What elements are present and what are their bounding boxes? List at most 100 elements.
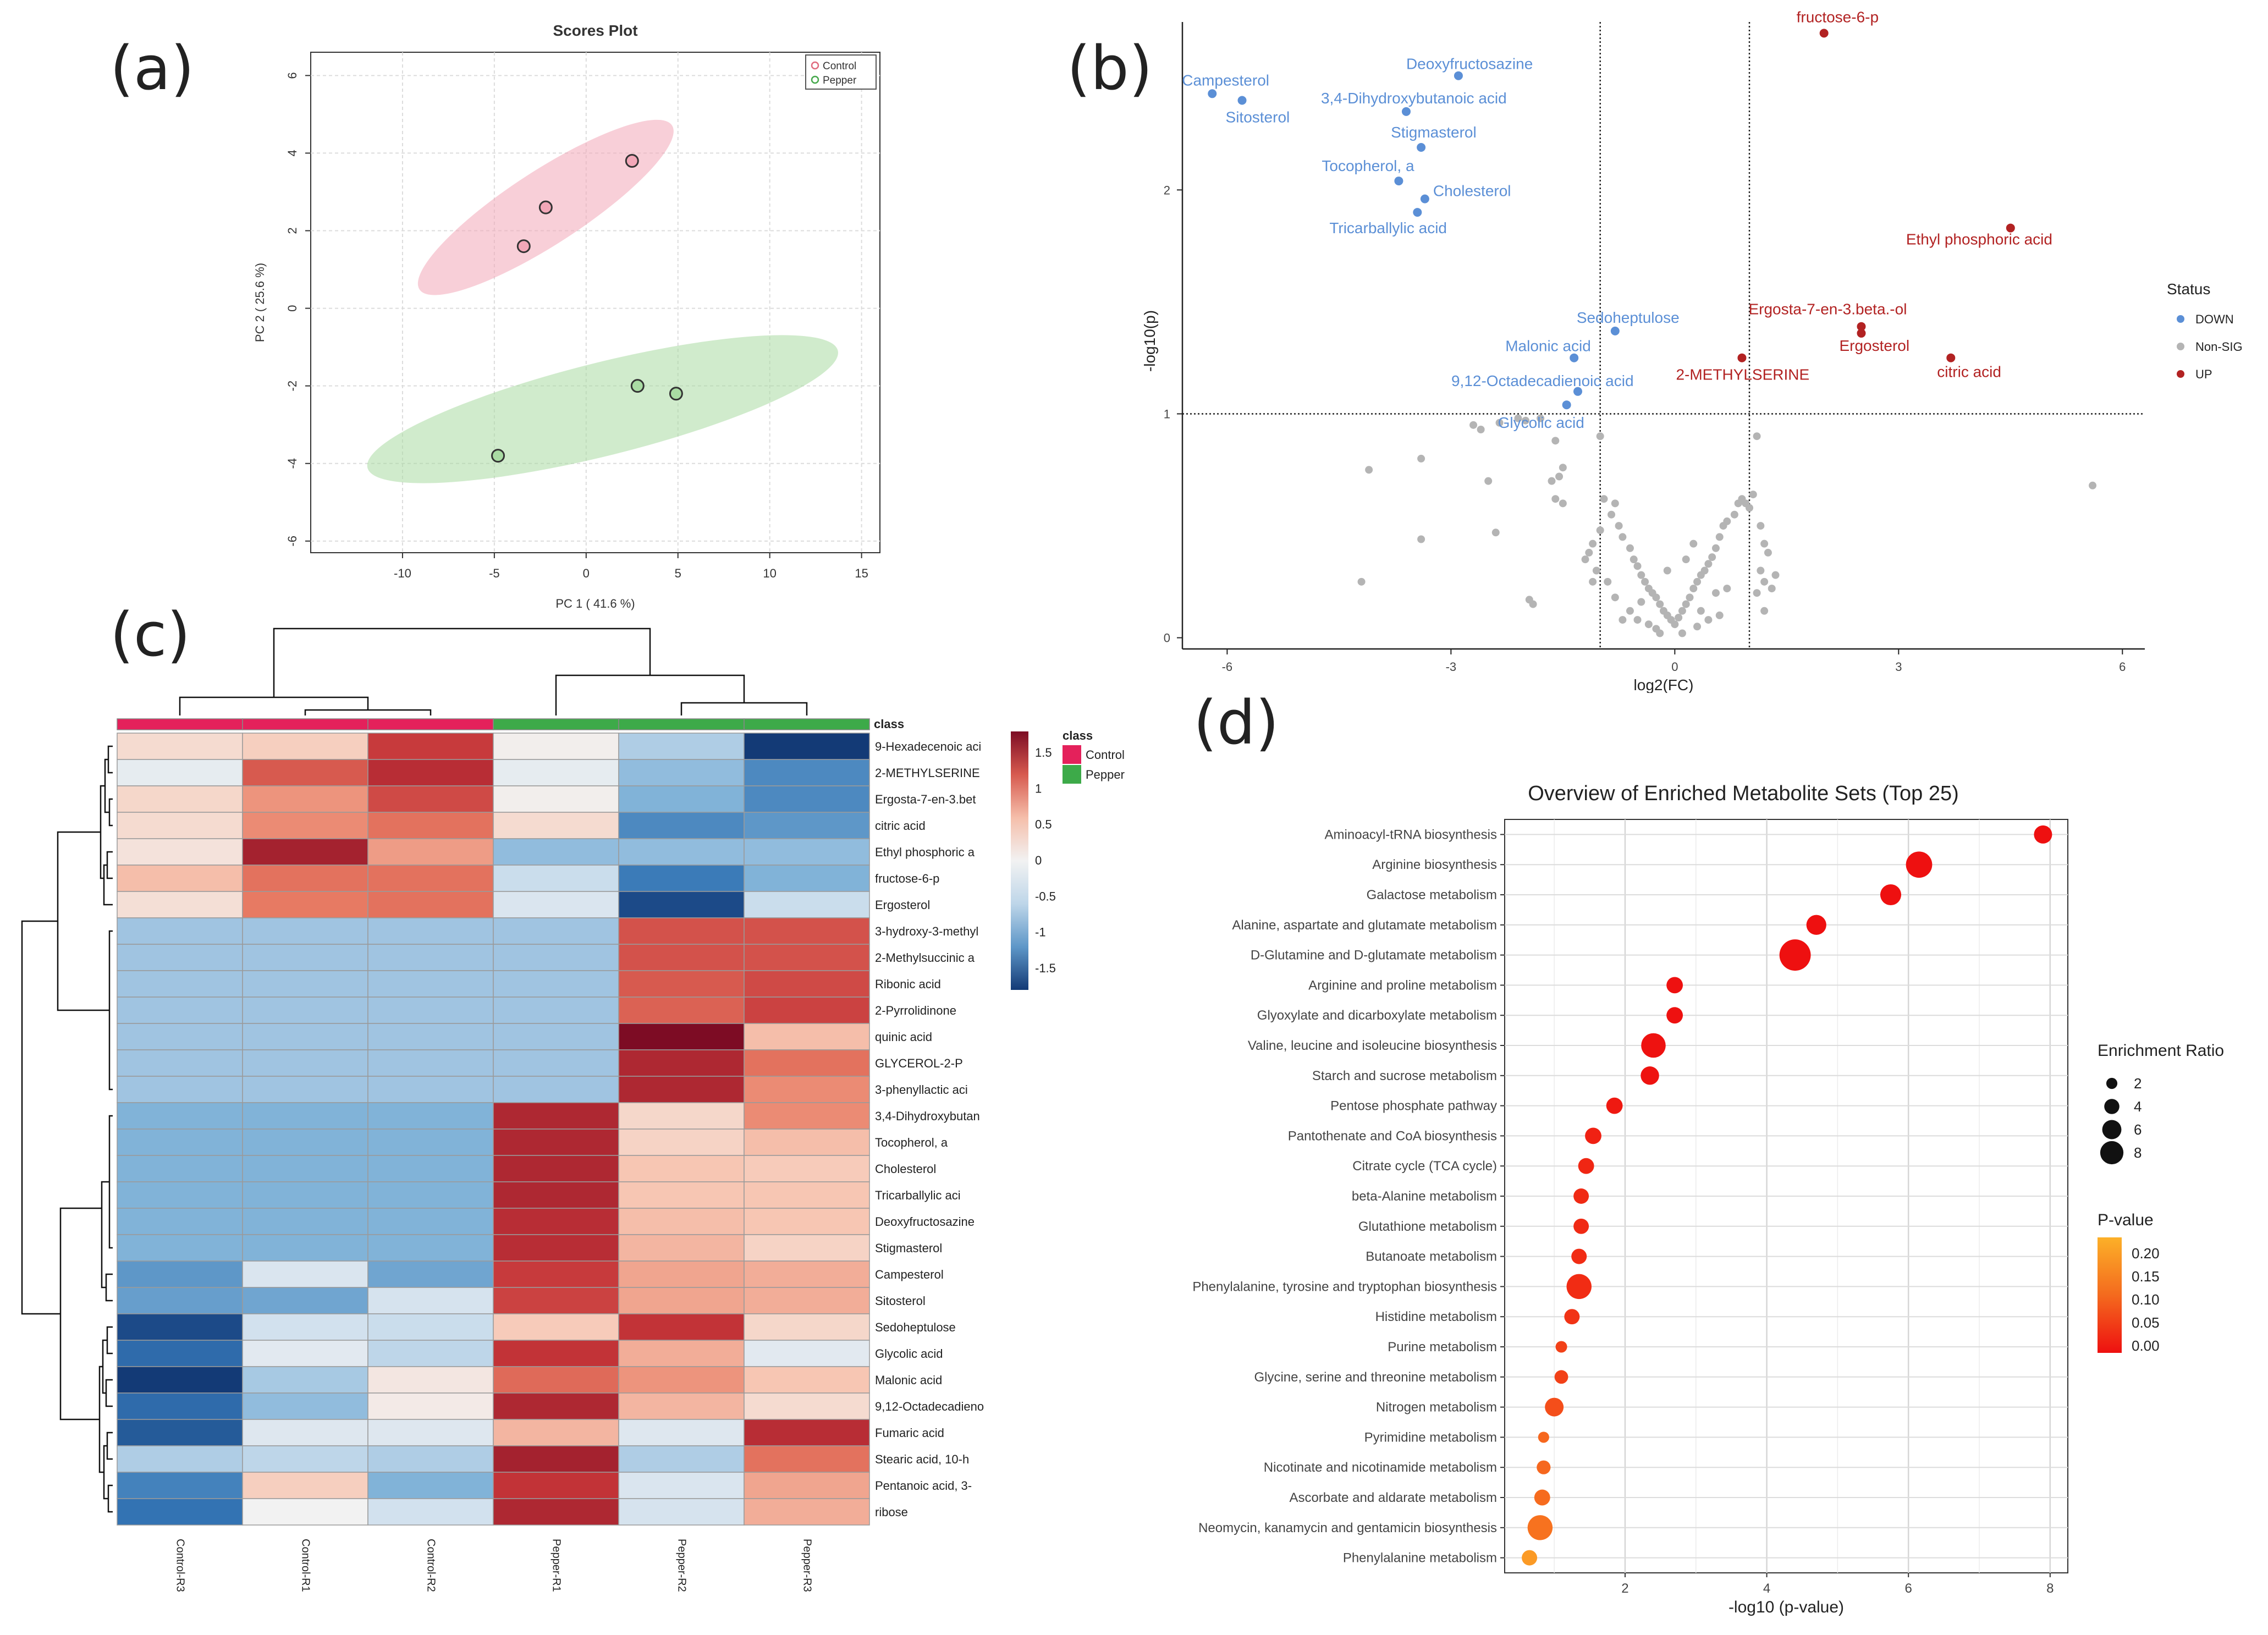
heatmap-cell-citric-acid-pepper-r1: [493, 812, 619, 839]
heatmap-cell-ribose-pepper-r3: [744, 1498, 870, 1526]
heatmap-cell-quinic-acid-pepper-r3: [744, 1023, 870, 1050]
heatmap-cell-9-12-octadecadieno-control-r3: [117, 1392, 243, 1420]
nonsig-point: [1615, 522, 1623, 530]
volcano-plot-chart: -6 -3 0 3 6 0 1 2 log2(FC) -log10(p) Campesterol Si…: [1141, 11, 2243, 693]
heatmap-cell-3-hydroxy-3-methyl-pepper-r1: [493, 917, 619, 945]
nonsig-point: [1551, 437, 1560, 445]
heatmap-cell-fumaric-acid-control-r3: [117, 1419, 243, 1446]
category-label-starch-and-sucrose-metabolism: Starch and sucrose metabolism: [1312, 1069, 1497, 1083]
nonsig-point: [1746, 504, 1754, 512]
down-label-sitosterol: Sitosterol: [1226, 109, 1290, 126]
down-point-stigmasterol: [1417, 143, 1426, 152]
row-label-fructose-6-p: fructose-6-p: [875, 872, 939, 885]
heatmap-cell-glycolic-acid-pepper-r3: [744, 1340, 870, 1367]
x-tick-label: -5: [489, 566, 500, 580]
category-label-galactose-metabolism: Galactose metabolism: [1367, 888, 1497, 902]
heatmap-cell-2-pyrrolidinone-pepper-r3: [744, 997, 870, 1024]
heatmap-cell-ethyl-phosphoric-a-control-r3: [117, 838, 243, 866]
row-label-ribonic-acid: Ribonic acid: [875, 977, 941, 991]
down-label-tricarballylic-acid: Tricarballylic acid: [1329, 219, 1447, 236]
y-tick-label: -2: [285, 381, 299, 392]
nonsig-point: [1656, 629, 1664, 637]
x-tick-label: 15: [855, 566, 868, 580]
legend: Control Pepper: [805, 54, 877, 90]
nonsig-point: [1697, 607, 1705, 615]
x-tick-label: 4: [1763, 1581, 1770, 1596]
heatmap-cell-3-phenyllactic-aci-pepper-r2: [618, 1076, 745, 1103]
dendrogram-link: [107, 745, 113, 774]
category-label-aminoacyl-trna-biosynthesis: Aminoacyl-tRNA biosynthesis: [1325, 827, 1497, 842]
row-label-2-methylsuccinic-a: 2-Methylsuccinic a: [875, 951, 975, 965]
heatmap-cell-fumaric-acid-pepper-r1: [493, 1419, 619, 1446]
class-legend-label-pepper: Pepper: [1086, 768, 1125, 781]
nonsig-point: [1693, 577, 1702, 586]
nonsig-point: [1608, 510, 1616, 519]
heatmap-cell-2-methylserine-control-r2: [367, 759, 494, 786]
class-bar-control-r1: [242, 718, 368, 730]
nonsig-point: [1619, 616, 1627, 624]
heatmap-cell-9-12-octadecadieno-pepper-r3: [744, 1392, 870, 1420]
nonsig-point: [1757, 566, 1765, 575]
row-label-tocopherol-a: Tocopherol, a: [875, 1136, 948, 1149]
heatmap-cell-pentanoic-acid-3-control-r3: [117, 1472, 243, 1499]
y-tick-label: 0: [1164, 631, 1170, 645]
nonsig-point: [1559, 499, 1567, 508]
heatmap-cell-cholesterol-pepper-r3: [744, 1155, 870, 1182]
legend-label-up: UP: [2195, 367, 2212, 381]
nonsig-point: [1596, 432, 1604, 441]
heatmap-cell-fructose-6-p-control-r2: [367, 865, 494, 892]
confidence-ellipse-pepper: [367, 335, 838, 483]
heatmap-cell-sedoheptulose-control-r1: [242, 1313, 368, 1341]
nonsig-point: [1417, 454, 1425, 463]
chart-title: Scores Plot: [553, 22, 637, 39]
size-legend-marker-2: [2106, 1077, 2118, 1089]
nonsig-point: [1708, 553, 1716, 561]
x-tick-label: 0: [1671, 660, 1678, 674]
heatmap-cell-tricarballylic-aci-pepper-r2: [618, 1181, 745, 1209]
nonsig-point: [1753, 432, 1761, 441]
y-tick-label: 2: [285, 227, 299, 234]
heatmap-cell-2-methylsuccinic-a-pepper-r1: [493, 944, 619, 971]
category-label-ascorbate-and-aldarate-metabolism: Ascorbate and aldarate metabolism: [1289, 1490, 1497, 1505]
colorbar-tick-label: -1.5: [1035, 961, 1056, 975]
heatmap-cell-2-methylserine-pepper-r3: [744, 759, 870, 786]
nonsig-point: [1704, 560, 1713, 568]
dendrogram-link: [59, 1207, 102, 1421]
heatmap-cell-ribonic-acid-control-r1: [242, 970, 368, 998]
heatmap-cell-tricarballylic-aci-control-r2: [367, 1181, 494, 1209]
dendrogram-link: [107, 1484, 113, 1513]
legend-label-control: Control: [823, 60, 856, 72]
class-legend-swatch-pepper: [1063, 765, 1081, 784]
heatmap-cell-glycerol-2-p-pepper-r2: [618, 1049, 745, 1077]
heatmap-cell-3-4-dihydroxybutan-pepper-r3: [744, 1102, 870, 1130]
heatmap-cell-pentanoic-acid-3-pepper-r3: [744, 1472, 870, 1499]
class-bar-label: class: [874, 717, 904, 731]
heatmap-cell-ergosta-7-en-3-bet-pepper-r1: [493, 785, 619, 813]
heatmap-cell-malonic-acid-control-r3: [117, 1366, 243, 1394]
x-tick-label: 5: [675, 566, 681, 580]
heatmap-cell-9-12-octadecadieno-pepper-r2: [618, 1392, 745, 1420]
heatmap-cell-stigmasterol-control-r3: [117, 1234, 243, 1262]
row-label-3-phenyllactic-aci: 3-phenyllactic aci: [875, 1083, 968, 1097]
heatmap-cell-deoxyfructosazine-pepper-r2: [618, 1208, 745, 1235]
nonsig-point: [1537, 414, 1545, 422]
heatmap-cell-2-pyrrolidinone-control-r2: [367, 997, 494, 1024]
heatmap-cell-ergosta-7-en-3-bet-control-r1: [242, 785, 368, 813]
nonsig-point: [1711, 589, 1720, 597]
nonsig-point: [1693, 623, 1702, 631]
heatmap-cell-tricarballylic-aci-control-r1: [242, 1181, 368, 1209]
nonsig-point: [1630, 555, 1638, 564]
heatmap-cell-stearic-acid-10-h-control-r2: [367, 1445, 494, 1473]
heatmap-cell-deoxyfructosazine-control-r3: [117, 1208, 243, 1235]
category-label-citrate-cycle-tca-cycle: Citrate cycle (TCA cycle): [1352, 1159, 1497, 1174]
nonsig-point: [1417, 535, 1425, 543]
point-control-3: [625, 154, 639, 168]
heatmap-cell-tocopherol-a-control-r3: [117, 1128, 243, 1156]
category-label-alanine-aspartate-and-glutamate-metabolism: Alanine, aspartate and glutamate metabol…: [1232, 918, 1497, 933]
nonsig-point: [1686, 593, 1694, 602]
down-point-9-12-octadecadienoic-acid: [1573, 387, 1582, 396]
legend-marker-non-sig: [2177, 343, 2184, 350]
nonsig-point: [1589, 540, 1597, 548]
panel-label-d: (d): [1193, 687, 1279, 758]
heatmap-cell-2-pyrrolidinone-pepper-r1: [493, 997, 619, 1024]
